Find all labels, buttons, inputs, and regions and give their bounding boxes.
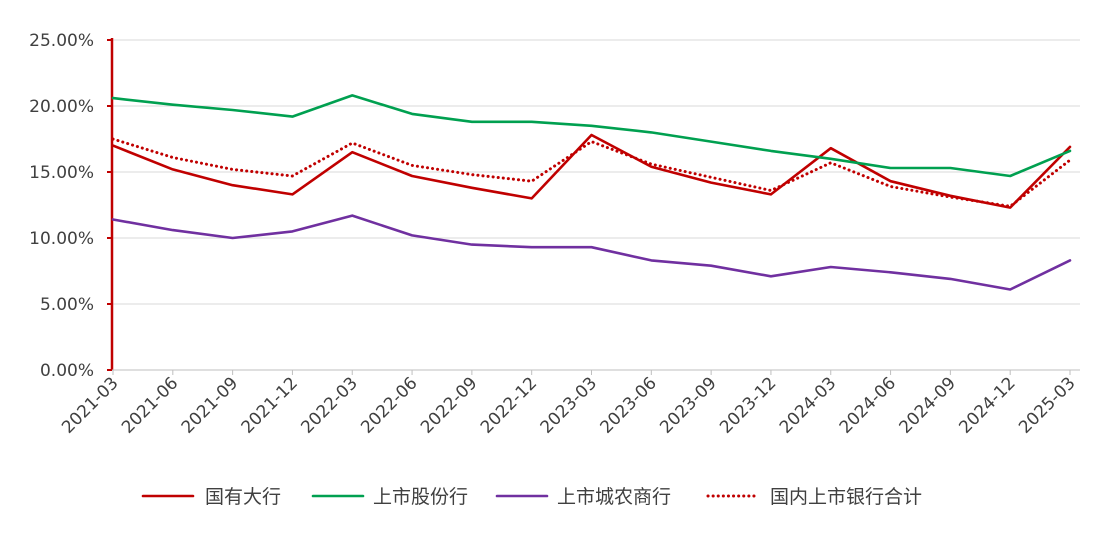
y-tick-label: 15.00%	[29, 163, 94, 183]
legend-label: 上市城农商行	[557, 486, 671, 508]
series-line-1	[111, 94, 1072, 178]
grid-lines	[112, 39, 1080, 305]
legend: 国有大行 上市股份行 上市城农商行 国内上市银行合计	[141, 486, 922, 508]
x-tick-label: 2024-12	[955, 373, 1019, 437]
x-tick-label: 2021-12	[238, 373, 302, 437]
y-tick-label: 0.00%	[40, 361, 94, 381]
y-tick-label: 25.00%	[29, 31, 94, 51]
x-tick-label: 2021-06	[118, 373, 182, 437]
legend-label: 国有大行	[205, 486, 281, 508]
x-tick-label: 2023-12	[716, 373, 780, 437]
x-tick-label: 2021-03	[58, 373, 122, 437]
y-tick-label: 10.00%	[29, 229, 94, 249]
series-line-0	[111, 133, 1072, 209]
x-tick-label: 2022-06	[357, 373, 421, 437]
x-tick-label: 2024-03	[776, 373, 840, 437]
x-tick-label: 2021-09	[178, 373, 242, 437]
x-tick-label: 2023-03	[537, 373, 601, 437]
x-tick-label: 2024-06	[836, 373, 900, 437]
x-tick-label: 2023-06	[596, 373, 660, 437]
legend-label: 国内上市银行合计	[770, 486, 922, 508]
series-lines	[111, 94, 1072, 291]
legend-label: 上市股份行	[373, 486, 468, 508]
x-tick-label: 2022-12	[477, 373, 541, 437]
y-axis: 0.00% 5.00% 10.00% 15.00% 20.00% 25.00%	[29, 31, 114, 381]
series-line-3	[111, 137, 1072, 208]
y-tick-label: 20.00%	[29, 97, 94, 117]
y-tick-label: 5.00%	[40, 295, 94, 315]
x-tick-label: 2022-09	[417, 373, 481, 437]
x-tick-label: 2025-03	[1015, 373, 1079, 437]
series-line-2	[111, 214, 1072, 291]
x-tick-label: 2022-03	[297, 373, 361, 437]
x-tick-label: 2024-09	[896, 373, 960, 437]
x-tick-label: 2023-09	[656, 373, 720, 437]
x-axis: 2021-032021-062021-092021-122022-032022-…	[58, 369, 1080, 438]
